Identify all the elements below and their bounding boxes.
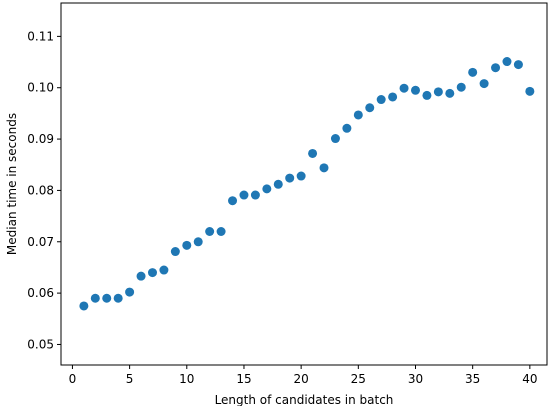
data-point xyxy=(205,226,215,236)
data-point xyxy=(296,171,306,181)
data-point xyxy=(422,90,432,100)
x-tick-label: 35 xyxy=(465,372,480,386)
data-point xyxy=(399,83,409,93)
y-tick-label: 0.08 xyxy=(27,183,54,197)
x-tick-label: 20 xyxy=(294,372,309,386)
x-axis-label: Length of candidates in batch xyxy=(215,393,394,406)
data-point xyxy=(136,271,146,281)
data-point xyxy=(216,226,226,236)
data-point xyxy=(285,173,295,183)
data-point xyxy=(468,67,478,77)
data-point xyxy=(502,57,512,67)
data-point xyxy=(250,190,260,200)
data-point xyxy=(376,95,386,105)
x-tick-label: 0 xyxy=(69,372,77,386)
data-point xyxy=(113,293,123,303)
x-tick-label: 25 xyxy=(351,372,366,386)
plot-area xyxy=(60,2,548,366)
x-axis-ticks: 0 5 10 15 20 25 30 35 40 xyxy=(69,365,537,386)
plot-frame xyxy=(60,2,548,366)
y-axis-label: Median time in seconds xyxy=(5,113,19,255)
x-tick-label: 30 xyxy=(408,372,423,386)
data-point xyxy=(353,110,363,120)
x-tick-label: 40 xyxy=(522,372,537,386)
data-point xyxy=(330,134,340,144)
data-point xyxy=(308,148,318,158)
data-point xyxy=(513,60,523,70)
data-point xyxy=(159,265,169,275)
data-point xyxy=(90,293,100,303)
data-point xyxy=(365,103,375,113)
data-point xyxy=(102,293,112,303)
data-point xyxy=(445,88,455,98)
data-point xyxy=(79,301,89,311)
data-point xyxy=(228,196,238,206)
y-tick-label: 0.07 xyxy=(27,235,54,249)
y-axis-ticks: 0.05 0.06 0.07 0.08 0.09 0.10 0.11 xyxy=(27,29,61,351)
y-tick-label: 0.09 xyxy=(27,132,54,146)
data-point xyxy=(388,92,398,102)
data-point xyxy=(125,287,135,297)
x-tick-label: 15 xyxy=(236,372,251,386)
y-tick-label: 0.11 xyxy=(27,29,54,43)
data-point xyxy=(319,163,329,173)
data-point xyxy=(239,190,249,200)
y-tick-label: 0.10 xyxy=(27,81,54,95)
data-point xyxy=(273,179,283,189)
x-tick-label: 5 xyxy=(126,372,134,386)
data-point xyxy=(170,247,180,257)
data-point xyxy=(262,184,272,194)
y-tick-label: 0.06 xyxy=(27,286,54,300)
data-point xyxy=(525,86,535,96)
data-point xyxy=(147,268,157,278)
data-point xyxy=(410,85,420,95)
data-point xyxy=(491,63,501,73)
x-tick-label: 10 xyxy=(179,372,194,386)
data-point xyxy=(193,237,203,247)
data-points xyxy=(79,57,535,311)
y-tick-label: 0.05 xyxy=(27,337,54,351)
data-point xyxy=(456,82,466,92)
data-point xyxy=(433,87,443,97)
data-point xyxy=(479,79,489,89)
data-point xyxy=(342,123,352,133)
data-point xyxy=(182,240,192,250)
